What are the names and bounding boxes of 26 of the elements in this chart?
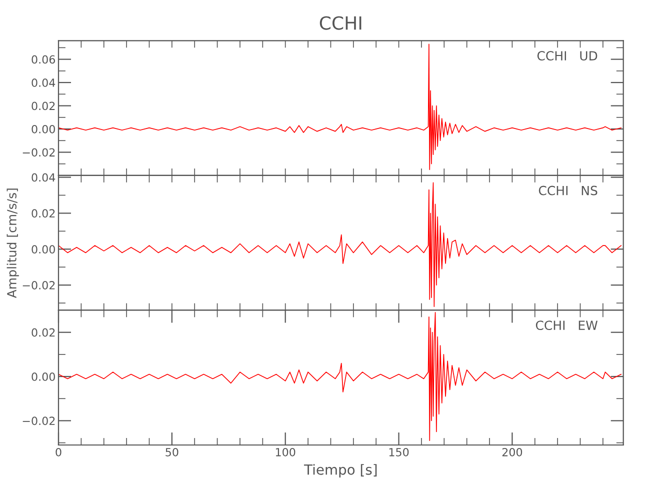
annotation: CCHI UD [537,51,598,60]
line-series [58,182,622,308]
x-tick-label: 150 [389,448,409,456]
x-axis-title: Tiempo [s] [304,464,377,478]
annotation: CCHI NS [538,186,598,196]
x-tick-label: 200 [502,448,522,456]
y-tick-label: 0.02 [32,209,55,218]
y-tick-label: 0.02 [32,102,55,110]
y-tick-label: 0.04 [32,173,56,182]
line-series [58,312,622,441]
annotation: CCHI EW [536,320,598,330]
y-tick-label: 0.00 [32,124,55,134]
line-series [58,44,622,170]
x-tick-label: 0 [56,448,62,456]
y-tick-label: 0.00 [32,245,55,254]
x-tick-label: 50 [166,448,178,456]
x-tick-label: 100 [276,448,296,456]
chart-title: CCHI [320,16,362,30]
y-tick-label: −0.02 [22,281,55,290]
y-tick-label: −0.02 [22,148,55,157]
y-tick-label: 0.00 [32,372,55,381]
y-axis-title: Amplitud [cm/s/s] [6,188,19,298]
y-tick-label: −0.02 [22,416,55,426]
y-tick-label: 0.02 [32,328,55,337]
y-tick-label: 0.06 [32,55,56,64]
y-tick-label: 0.04 [32,78,56,87]
